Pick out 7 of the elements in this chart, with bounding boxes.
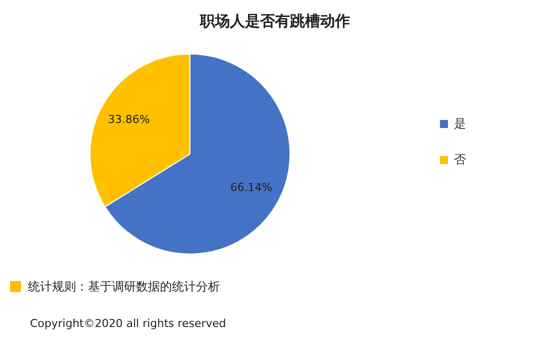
legend-label: 是 bbox=[454, 116, 466, 130]
chart-title: 职场人是否有跳槽动作 bbox=[199, 12, 350, 30]
text: 统计规则：基于调研数据的统计分析 bbox=[28, 279, 220, 294]
legend-label: 否 bbox=[454, 152, 466, 166]
data-label: 33.86% bbox=[108, 113, 150, 126]
text: Copyright©2020 all rights reserved bbox=[30, 317, 226, 330]
data-label: 66.14% bbox=[230, 180, 272, 194]
